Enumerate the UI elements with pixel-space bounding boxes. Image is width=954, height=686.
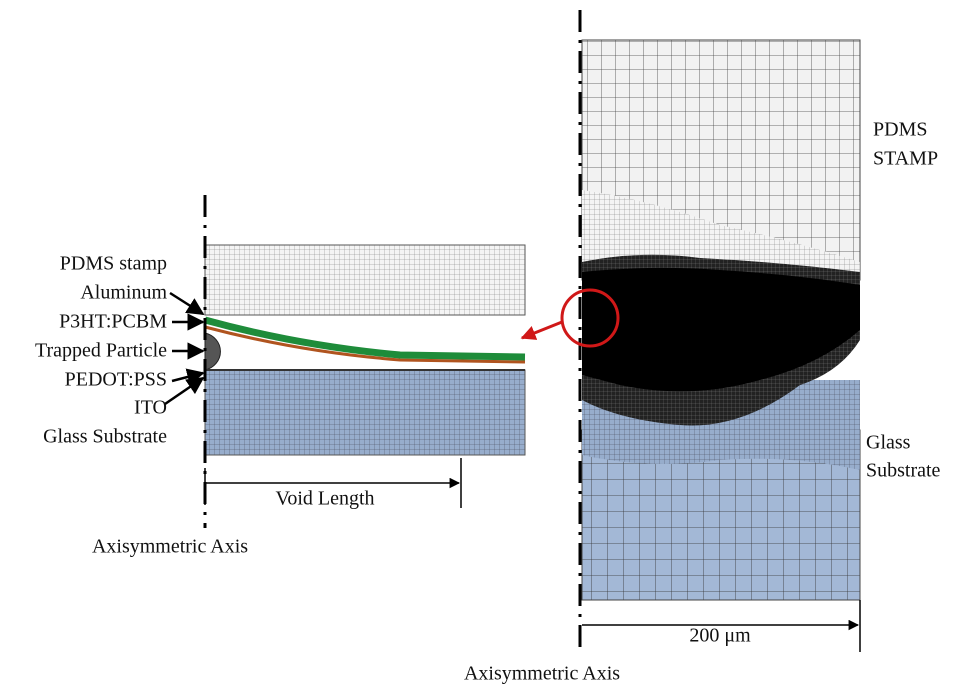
label: Trapped Particle: [35, 340, 167, 362]
arrow: [164, 376, 205, 406]
label: PDMS: [873, 119, 927, 141]
label: ITO: [134, 397, 167, 419]
left-arrows: [164, 291, 205, 406]
label: Aluminum: [80, 282, 167, 304]
scale-label: 200 μm: [689, 625, 751, 647]
dimension-label: Void Length: [275, 488, 374, 510]
label: Glass Substrate: [43, 426, 167, 448]
pdms-block: [204, 244, 526, 316]
right-model: [520, 10, 861, 652]
label: Substrate: [866, 460, 941, 482]
arrow: [169, 291, 205, 316]
dense-mesh: [582, 267, 860, 392]
label: Glass: [866, 432, 911, 454]
trapped-particle: [204, 332, 221, 371]
active-layer: [204, 316, 526, 361]
label: STAMP: [873, 148, 938, 170]
zoom-arrow: [520, 320, 563, 340]
pedot-layer: [204, 325, 526, 364]
glass-block: [204, 369, 526, 456]
zoom-circle: [560, 288, 620, 348]
label: PEDOT:PSS: [65, 369, 167, 391]
left-model: [203, 195, 526, 528]
label: P3HT:PCBM: [59, 311, 167, 333]
arrow: [171, 368, 205, 386]
axis-label: Axisymmetric Axis: [464, 663, 620, 685]
label: PDMS stamp: [60, 253, 167, 275]
axis-label: Axisymmetric Axis: [92, 536, 248, 558]
